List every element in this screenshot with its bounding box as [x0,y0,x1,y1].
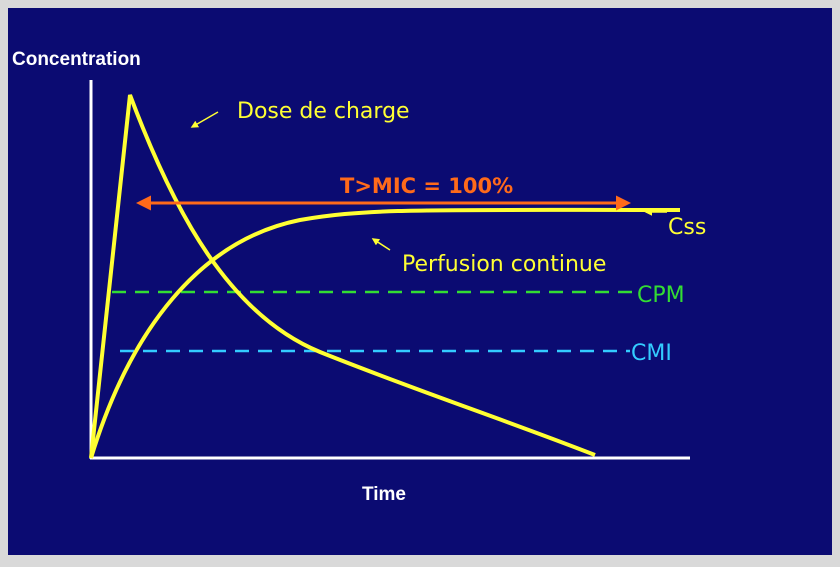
cmi-label: CMI [631,341,672,366]
y-axis-label: Concentration [12,49,141,70]
panel [8,8,832,555]
tmic-label: T>MIC = 100% [340,174,513,198]
infusion-label: Perfusion continue [402,252,606,277]
infusion-pointer [371,238,391,251]
x-axis-label: Time [362,484,406,505]
css-label: Css [668,215,706,240]
dose-label: Dose de charge [237,99,410,124]
loading-dose-curve [89,94,596,459]
cpm-label: CPM [637,283,685,308]
dose-pointer [190,111,219,128]
